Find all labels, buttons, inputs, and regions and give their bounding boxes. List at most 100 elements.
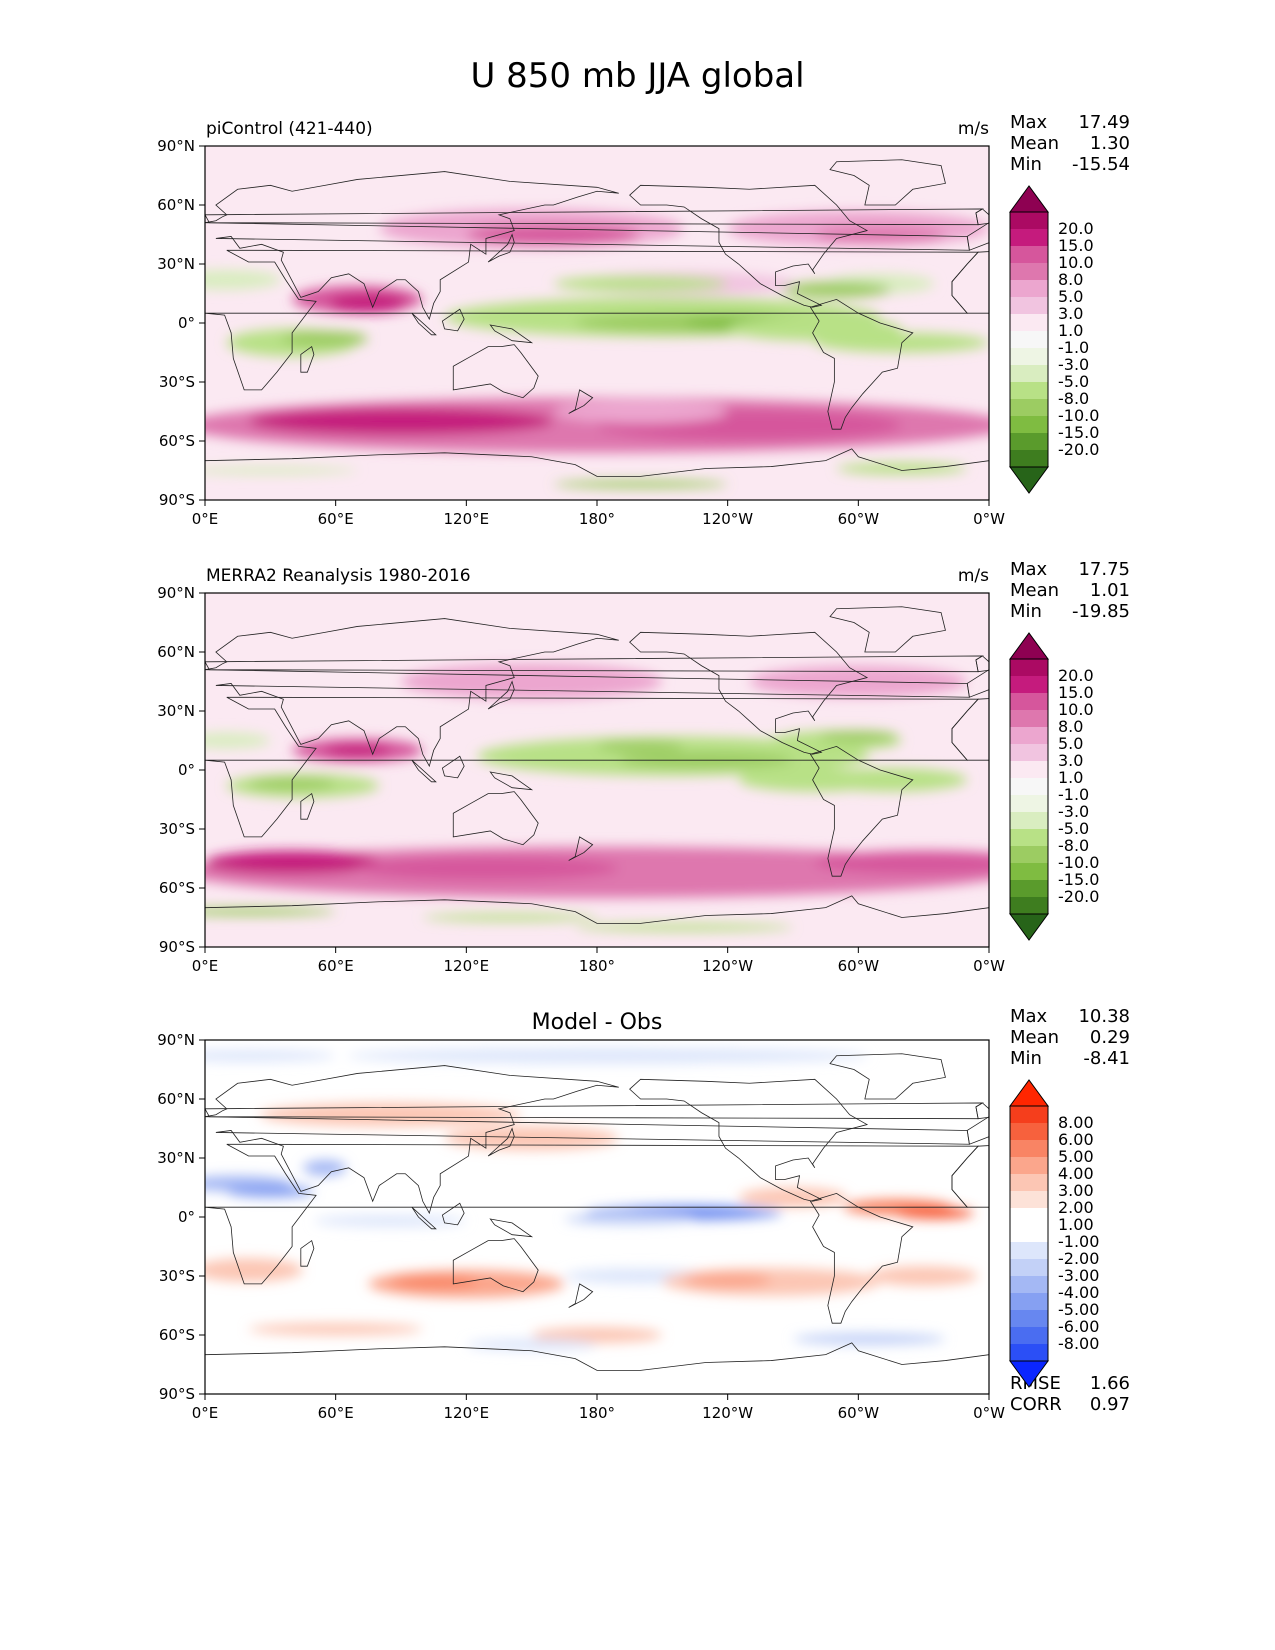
- colorbar-tick-label: 5.0: [1058, 734, 1083, 753]
- colorbar-tick-label: 15.0: [1058, 236, 1094, 255]
- coastline-australia: [452, 1238, 539, 1293]
- panel-center-label: Model - Obs: [532, 1010, 663, 1035]
- coastline-greenland: [829, 606, 946, 653]
- field-contour: [303, 1159, 347, 1176]
- colorbar-tick-label: 20.0: [1058, 219, 1094, 238]
- colorbar-band: [1010, 331, 1048, 349]
- y-tick-label: 0°: [178, 1208, 195, 1226]
- y-tick-label: 60°S: [159, 1326, 195, 1344]
- field-contour: [793, 1333, 946, 1345]
- x-tick-label: 120°E: [444, 1404, 490, 1422]
- field-contour: [248, 407, 554, 436]
- colorbar: 20.015.010.08.05.03.01.0-1.0-3.0-5.0-8.0…: [1009, 632, 1099, 941]
- field-contour: [422, 913, 597, 922]
- stat-label-min: Min: [1010, 1048, 1042, 1069]
- colorbar-band: [1010, 1293, 1048, 1311]
- colorbar-tick-label: -1.0: [1058, 338, 1089, 357]
- stat-label-max: Max: [1010, 112, 1048, 133]
- field-contour: [814, 850, 989, 875]
- coastline-uk: [975, 655, 989, 673]
- colorbar: 8.006.005.004.003.002.001.00-1.00-2.00-3…: [1009, 1079, 1099, 1388]
- colorbar-tick-label: -15.0: [1058, 423, 1099, 442]
- stat-value-rmse: 1.66: [1090, 1373, 1130, 1394]
- colorbar-band: [1010, 1242, 1048, 1260]
- field-contour: [205, 1049, 336, 1062]
- colorbar-band: [1010, 1123, 1048, 1141]
- field-contour: [248, 1323, 423, 1335]
- x-tick-label: 60°W: [838, 1404, 880, 1422]
- y-tick-label: 90°S: [159, 1385, 195, 1403]
- y-tick-label: 30°S: [159, 1267, 195, 1285]
- colorbar-tick-label: -5.0: [1058, 819, 1089, 838]
- y-tick-label: 90°N: [157, 584, 195, 602]
- colorbar-tick-label: -8.0: [1058, 836, 1089, 855]
- field-contour: [205, 732, 271, 749]
- colorbar-tick-label: 8.00: [1058, 1113, 1094, 1132]
- field-contour: [895, 1207, 974, 1219]
- y-tick-label: 30°N: [157, 255, 195, 273]
- colorbar-tick-label: -3.00: [1058, 1266, 1099, 1285]
- x-tick-label: 60°E: [318, 1404, 354, 1422]
- stat-label-mean: Mean: [1010, 133, 1059, 154]
- colorbar-band: [1010, 1276, 1048, 1294]
- colorbar-tick-label: -1.0: [1058, 785, 1089, 804]
- coastline-uk: [975, 208, 989, 226]
- colorbar-band: [1010, 399, 1048, 417]
- colorbar-band: [1010, 829, 1048, 847]
- coastline-antarctica: [205, 448, 989, 500]
- coastline-newguinea: [489, 324, 534, 344]
- coastline-madagascar: [300, 1239, 315, 1267]
- stat-label-max: Max: [1010, 1006, 1048, 1027]
- field-contour: [597, 740, 685, 753]
- colorbar-band: [1010, 676, 1048, 694]
- field-contour: [836, 462, 968, 475]
- stat-value-mean: 1.01: [1090, 580, 1130, 601]
- x-tick-label: 0°E: [192, 957, 219, 975]
- x-tick-label: 0°W: [973, 510, 1005, 528]
- colorbar: 20.015.010.08.05.03.01.0-1.0-3.0-5.0-8.0…: [1009, 185, 1099, 494]
- colorbar-band: [1010, 1106, 1048, 1124]
- colorbar-band: [1010, 263, 1048, 281]
- field-shading: [205, 1047, 979, 1351]
- field-contour: [466, 1338, 597, 1351]
- field-contour: [281, 330, 369, 347]
- coastline-africa: [205, 249, 980, 391]
- colorbar-frame: [1009, 211, 1049, 468]
- panel-left-label: MERRA2 Reanalysis 1980-2016: [206, 566, 471, 586]
- colorbar-band: [1010, 1259, 1048, 1277]
- y-tick-label: 60°N: [157, 643, 195, 661]
- colorbar-tick-label: -6.00: [1058, 1317, 1099, 1336]
- colorbar-band: [1010, 880, 1048, 898]
- colorbar-band: [1010, 1174, 1048, 1192]
- colorbar-tick-label: 5.0: [1058, 287, 1083, 306]
- x-tick-label: 180°: [579, 1404, 615, 1422]
- coastline-newzealand: [568, 836, 594, 861]
- x-tick-label: 60°E: [318, 957, 354, 975]
- y-tick-label: 30°N: [157, 1149, 195, 1167]
- units-label: m/s: [958, 119, 989, 139]
- coastline-madagascar: [300, 345, 315, 373]
- y-tick-label: 90°N: [157, 1031, 195, 1049]
- stat-value-corr: 0.97: [1090, 1394, 1130, 1415]
- colorbar-band: [1010, 416, 1048, 434]
- coastline-sumatra: [411, 1206, 437, 1230]
- y-tick-label: 90°S: [159, 491, 195, 509]
- stat-value-mean: 0.29: [1090, 1027, 1130, 1048]
- field-contour: [205, 907, 336, 916]
- coastline-newzealand: [568, 1283, 594, 1308]
- field-contour: [782, 281, 891, 298]
- colorbar-tick-label: -3.0: [1058, 355, 1089, 374]
- stat-value-mean: 1.30: [1090, 133, 1130, 154]
- colorbar-band: [1010, 246, 1048, 264]
- colorbar-band: [1010, 710, 1048, 728]
- coastline-namerica: [629, 631, 869, 755]
- x-tick-label: 0°W: [973, 1404, 1005, 1422]
- y-tick-label: 90°N: [157, 137, 195, 155]
- colorbar-tick-label: 4.00: [1058, 1164, 1094, 1183]
- stat-label-max: Max: [1010, 559, 1048, 580]
- colorbar-band: [1010, 659, 1048, 677]
- coastline-samerica: [809, 1192, 914, 1324]
- colorbar-tick-label: 3.0: [1058, 304, 1083, 323]
- field-contour: [313, 1215, 467, 1227]
